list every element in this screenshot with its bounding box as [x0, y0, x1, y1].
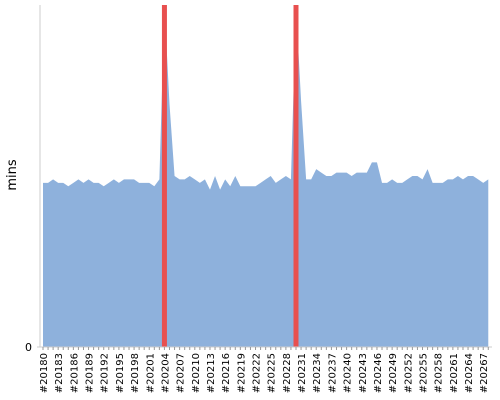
- x-tick-label: #20210: [191, 353, 202, 393]
- x-tick-label: #20183: [54, 353, 65, 393]
- x-tick-label: #20234: [312, 353, 323, 393]
- x-tick-label: #20258: [434, 353, 445, 393]
- y-axis-label: mins: [5, 159, 20, 191]
- x-tick-label: #20192: [100, 353, 111, 393]
- x-tick-label: #20201: [145, 353, 156, 393]
- x-tick-label: #20219: [236, 353, 247, 393]
- x-tick-label: #20261: [449, 353, 460, 393]
- x-tick-label: #20189: [85, 353, 96, 393]
- x-tick-label: #20255: [419, 353, 430, 393]
- x-tick-label: #20252: [403, 353, 414, 393]
- x-tick-label: #20225: [267, 353, 278, 393]
- x-tick-label: #20213: [206, 353, 217, 393]
- x-tick-label: #20180: [39, 353, 50, 393]
- x-tick-label: #20240: [343, 353, 354, 393]
- x-tick-label: #20198: [130, 353, 141, 393]
- x-tick-label: #20246: [373, 353, 384, 393]
- y-tick-label: 0: [25, 341, 32, 354]
- x-tick-label: #20243: [358, 353, 369, 393]
- x-tick-label: #20231: [297, 353, 308, 393]
- x-tick-label: #20207: [176, 353, 187, 393]
- x-tick-label: #20267: [479, 353, 490, 393]
- area: [43, 5, 489, 347]
- plot: [43, 5, 489, 347]
- x-tick-label: #20222: [252, 353, 263, 393]
- x-tick-label: #20195: [115, 353, 126, 393]
- x-tick-label: #20204: [160, 353, 171, 393]
- x-tick-label: #20237: [327, 353, 338, 393]
- x-tick-label: #20186: [69, 353, 80, 393]
- x-tick-label: #20264: [464, 353, 475, 393]
- x-tick-label: #20228: [282, 353, 293, 393]
- x-tick-label: #20249: [388, 353, 399, 393]
- x-tick-label: #20216: [221, 353, 232, 393]
